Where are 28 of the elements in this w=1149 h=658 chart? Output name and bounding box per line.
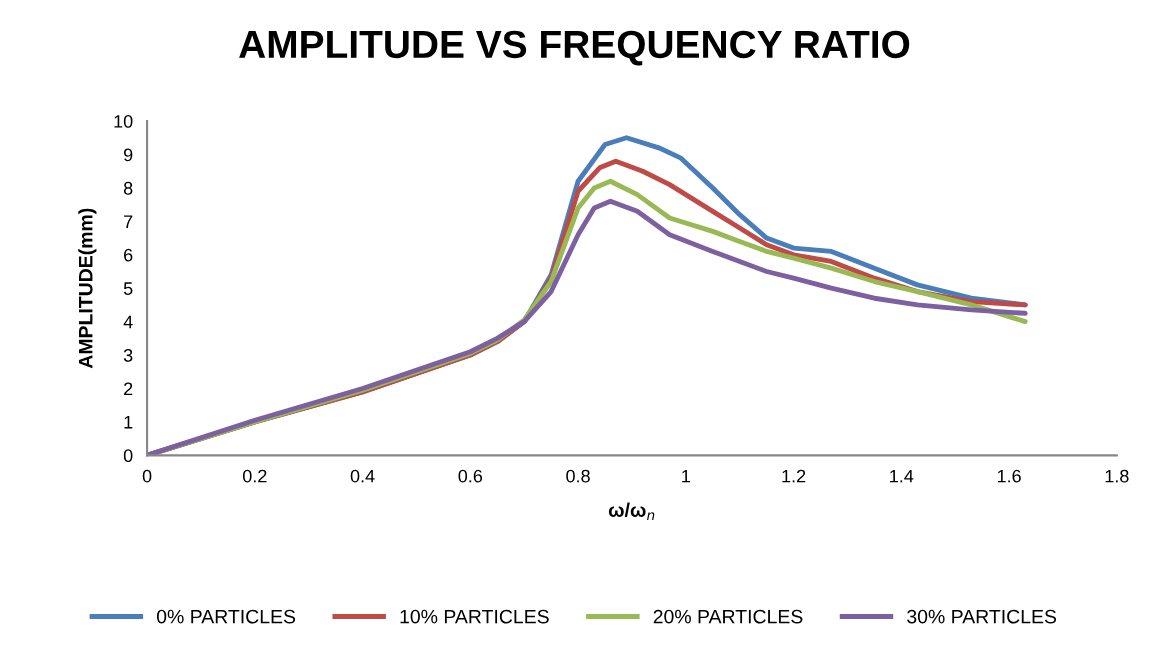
y-axis-title: AMPLITUDE(mm) [78, 208, 97, 369]
y-tick-label: 8 [123, 181, 133, 195]
y-tick-label: 2 [124, 382, 133, 396]
y-tick-label: 1 [124, 416, 133, 429]
legend-label: 0% PARTICLES [156, 609, 296, 624]
x-tick-label: 1.6 [997, 469, 1021, 483]
legend-label: 30% PARTICLES [907, 609, 1057, 624]
y-tick-label: 3 [123, 348, 133, 362]
y-tick-label: 5 [123, 282, 133, 295]
x-tick-label: 0.2 [242, 469, 267, 483]
legend-label: 10% PARTICLES [400, 609, 549, 624]
y-tick-label: 0 [123, 449, 133, 463]
x-tick-label: 1.2 [782, 469, 806, 483]
chart-title: AMPLITUDE VS FREQUENCY RATIO [239, 30, 910, 66]
y-tick-label: 10 [114, 115, 133, 128]
x-tick-label: 0.4 [350, 469, 375, 483]
x-axis-title: ω/ω$_{n}$ [608, 502, 655, 520]
x-tick-label: 1.4 [890, 469, 914, 483]
x-tick-label: 0.6 [458, 469, 483, 483]
legend-label: 20% PARTICLES [653, 609, 803, 624]
x-tick-label: 1 [682, 469, 690, 483]
y-tick-label: 4 [123, 315, 133, 329]
x-tick-label: 1.8 [1105, 469, 1129, 483]
x-tick-label: 0 [142, 469, 152, 483]
y-tick-label: 6 [124, 248, 133, 262]
x-tick-label: 0.8 [566, 469, 590, 483]
y-tick-label: 9 [123, 148, 133, 162]
y-tick-label: 7 [124, 215, 133, 228]
